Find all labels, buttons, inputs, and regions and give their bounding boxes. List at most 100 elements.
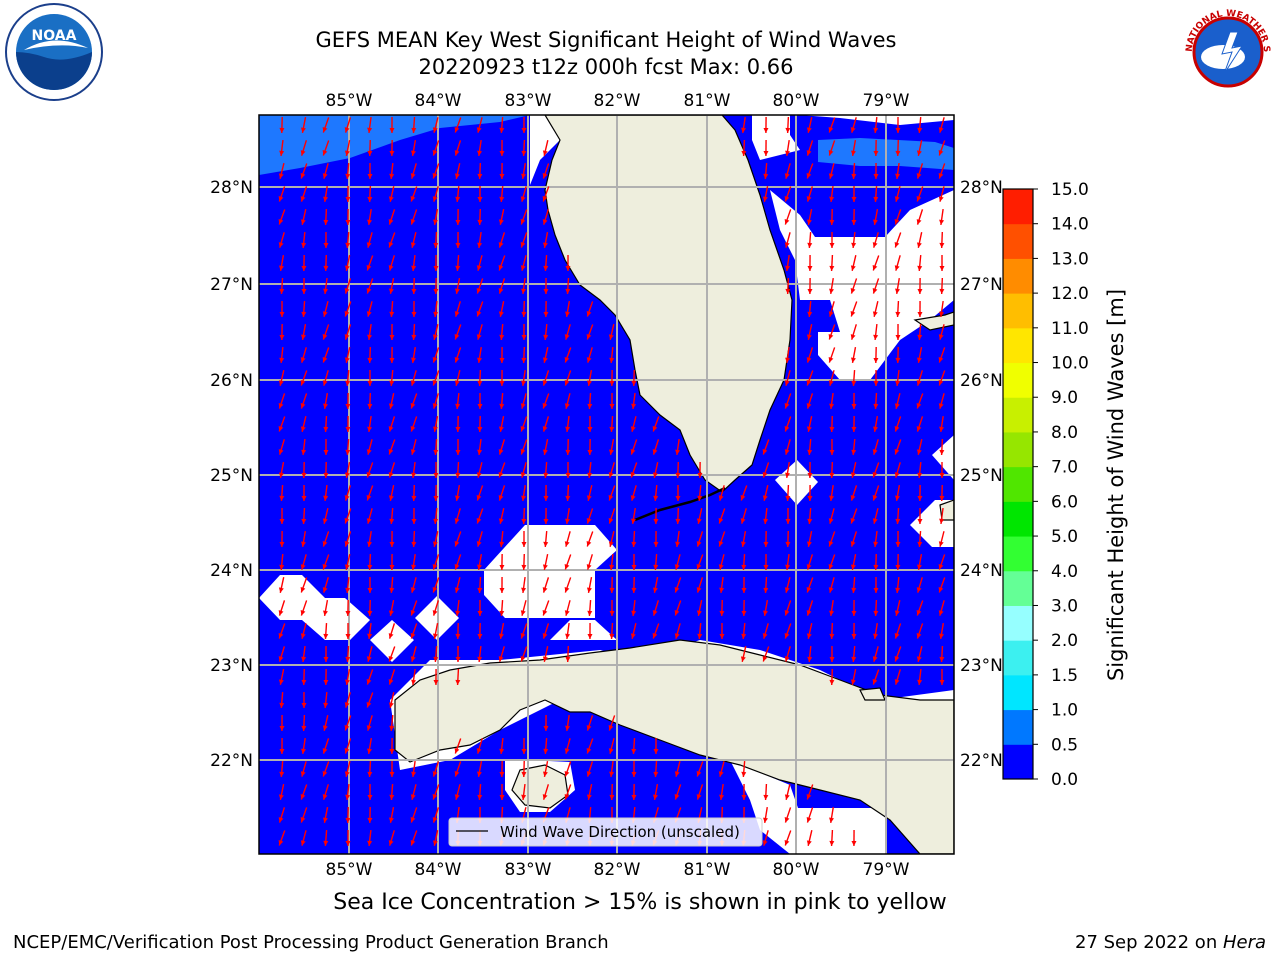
wind-wave-arrow	[410, 807, 418, 823]
wind-wave-arrow	[741, 622, 747, 640]
wind-wave-arrow	[565, 254, 571, 272]
y-tick-right: 26°N	[960, 371, 1003, 391]
wind-wave-arrow	[895, 323, 901, 341]
wind-wave-arrow	[675, 530, 681, 548]
wind-wave-arrow	[433, 300, 439, 318]
wind-wave-arrow	[631, 530, 637, 548]
wind-wave-arrow	[388, 623, 396, 639]
wind-wave-arrow	[477, 231, 483, 249]
wind-wave-arrow	[675, 438, 681, 456]
wind-wave-arrow	[366, 669, 374, 685]
wind-wave-arrow	[542, 393, 550, 409]
colorbar-tick-label: 10.0	[1051, 354, 1089, 374]
wind-wave-arrow	[873, 622, 879, 640]
wind-wave-arrow	[807, 438, 813, 456]
wind-wave-arrow	[410, 393, 418, 409]
wind-wave-arrow	[498, 508, 505, 524]
wind-wave-arrow	[432, 186, 439, 202]
wind-wave-arrow	[586, 577, 593, 593]
wind-wave-arrow	[323, 438, 329, 456]
wind-wave-arrow	[454, 554, 462, 570]
wind-wave-arrow	[895, 139, 901, 157]
wind-wave-arrow	[763, 599, 769, 617]
wind-wave-arrow	[938, 393, 945, 409]
wind-wave-arrow	[323, 829, 329, 847]
wind-wave-arrow	[300, 347, 307, 363]
wind-wave-arrow	[278, 370, 285, 386]
wind-wave-arrow	[366, 255, 374, 271]
wind-wave-arrow	[279, 323, 285, 341]
wind-wave-arrow	[696, 531, 704, 547]
wind-wave-arrow	[630, 439, 638, 455]
wind-wave-arrow	[322, 577, 329, 593]
colorbar-bin	[1003, 570, 1033, 606]
wind-wave-arrow	[828, 531, 836, 547]
wind-wave-arrow	[477, 208, 483, 226]
wind-wave-arrow	[322, 784, 330, 800]
wind-wave-arrow	[454, 784, 461, 800]
wind-wave-arrow	[696, 577, 704, 593]
wind-wave-arrow	[564, 324, 571, 340]
wind-wave-arrow	[388, 255, 396, 271]
wind-wave-arrow	[279, 116, 285, 134]
wind-wave-arrow	[366, 692, 374, 708]
wind-wave-arrow	[873, 139, 879, 157]
wind-wave-arrow	[564, 600, 571, 616]
wind-wave-arrow	[608, 508, 616, 524]
wind-wave-arrow	[476, 324, 483, 340]
wind-wave-arrow	[850, 347, 857, 363]
wind-wave-arrow	[587, 438, 593, 456]
wind-wave-arrow	[543, 461, 549, 479]
colorbar-tick-label: 7.0	[1051, 458, 1078, 478]
wind-wave-arrow	[829, 277, 834, 295]
wind-wave-arrow	[653, 507, 659, 525]
wind-wave-arrow	[895, 553, 901, 571]
wind-wave-arrow	[587, 622, 593, 640]
wind-wave-arrow	[345, 392, 351, 410]
wind-wave-arrow	[586, 761, 594, 777]
wind-wave-arrow	[367, 806, 373, 824]
wind-wave-arrow	[389, 507, 395, 525]
wind-wave-arrow	[938, 140, 946, 156]
wind-wave-arrow	[323, 254, 329, 272]
wind-wave-arrow	[916, 186, 924, 202]
wind-wave-arrow	[807, 461, 813, 479]
wind-wave-arrow	[411, 254, 417, 272]
wind-wave-arrow	[851, 162, 857, 180]
wind-wave-arrow	[784, 577, 791, 593]
wind-wave-arrow	[917, 530, 923, 548]
wind-wave-arrow	[498, 232, 506, 248]
wind-wave-arrow	[916, 646, 923, 662]
colorbar-tick-label: 0.0	[1051, 770, 1078, 790]
wind-wave-arrow	[410, 623, 418, 639]
wind-wave-arrow	[828, 163, 835, 179]
wind-wave-arrow	[498, 255, 506, 271]
wind-wave-arrow	[499, 162, 505, 180]
wind-wave-arrow	[917, 484, 923, 502]
wind-wave-arrow	[432, 140, 440, 156]
wind-wave-arrow	[322, 715, 329, 731]
wind-wave-arrow	[367, 599, 373, 617]
wind-wave-arrow	[388, 692, 395, 708]
wind-wave-arrow	[345, 669, 351, 685]
wind-wave-arrow	[565, 461, 571, 479]
wind-wave-arrow	[322, 370, 329, 386]
wind-wave-arrow	[718, 554, 725, 570]
wind-wave-arrow	[872, 485, 880, 501]
wind-wave-arrow	[278, 393, 286, 409]
wind-wave-arrow	[476, 531, 483, 547]
y-tick-left: 28°N	[210, 178, 253, 198]
wind-wave-arrow	[300, 600, 308, 616]
wind-wave-arrow	[631, 553, 637, 571]
wind-wave-arrow	[565, 415, 571, 433]
wind-wave-arrow	[609, 599, 615, 617]
wind-wave-arrow	[411, 507, 417, 525]
wind-wave-arrow	[279, 691, 285, 709]
wind-wave-arrow	[389, 783, 395, 801]
colorbar-bin	[1003, 397, 1033, 433]
x-tick-top: 85°W	[326, 91, 373, 111]
wind-wave-arrow	[631, 507, 637, 525]
wind-wave-arrow	[521, 737, 527, 755]
wind-wave-arrow	[454, 761, 462, 777]
wind-wave-arrow	[696, 784, 704, 800]
